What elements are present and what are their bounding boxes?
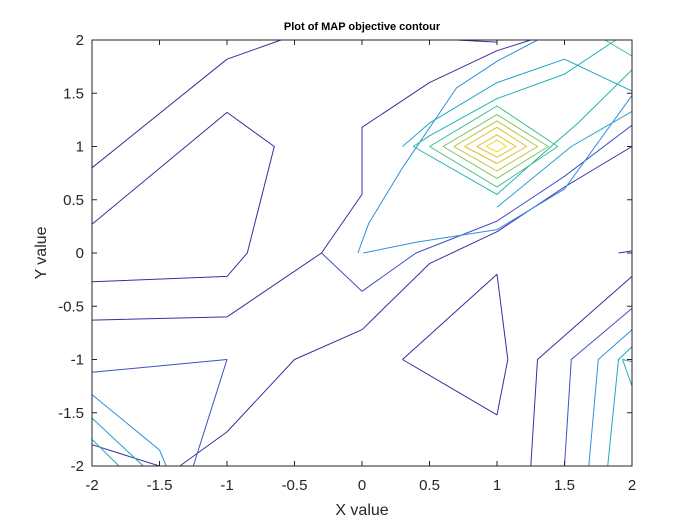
contour-line-15 bbox=[363, 95, 633, 254]
contour-line-6 bbox=[179, 146, 633, 467]
contour-line-19 bbox=[402, 58, 633, 147]
x-tick-label: -2 bbox=[85, 477, 98, 494]
contour-line-25 bbox=[429, 105, 559, 188]
y-tick-label: 0.5 bbox=[63, 192, 84, 209]
y-tick-label: -2 bbox=[71, 458, 84, 475]
x-tick-label: 1 bbox=[493, 477, 501, 494]
y-axis-label: Y value bbox=[33, 226, 50, 279]
contour-line-9 bbox=[402, 273, 509, 416]
contour-line-22 bbox=[622, 359, 633, 387]
contour-line-28 bbox=[453, 120, 538, 172]
y-tick-label: 0 bbox=[76, 245, 84, 262]
contour-line-30 bbox=[476, 134, 517, 158]
contour-line-2 bbox=[91, 111, 275, 283]
contour-line-16 bbox=[588, 329, 633, 467]
x-axis-label: X value bbox=[335, 502, 388, 519]
contour-line-31 bbox=[485, 139, 507, 153]
contour-line-27 bbox=[442, 114, 549, 179]
axis-ticks bbox=[91, 39, 633, 467]
x-tick-label: 1.5 bbox=[554, 477, 575, 494]
x-tick-label: 2 bbox=[628, 477, 636, 494]
contour-line-24 bbox=[413, 69, 633, 195]
contour-line-14 bbox=[357, 39, 538, 254]
contour-line-4 bbox=[91, 39, 531, 321]
contour-lines bbox=[91, 39, 633, 467]
contour-line-13 bbox=[91, 394, 167, 467]
x-tick-label: -0.5 bbox=[282, 477, 308, 494]
y-tick-labels: 2 1.5 1 0.5 0 -0.5 -1 -1.5 -2 bbox=[58, 32, 84, 475]
contour-line-29 bbox=[464, 126, 528, 164]
y-tick-label: 2 bbox=[76, 32, 84, 49]
contour-line-17 bbox=[91, 417, 144, 467]
contour-line-11 bbox=[564, 308, 633, 467]
x-tick-labels: -2 -1.5 -1 -0.5 0 0.5 1 1.5 2 bbox=[85, 477, 636, 494]
contour-line-20 bbox=[496, 110, 633, 208]
y-tick-label: 1.5 bbox=[63, 85, 84, 102]
contour-line-5 bbox=[91, 444, 160, 467]
contour-line-1 bbox=[91, 39, 282, 169]
chart-title: Plot of MAP objective contour bbox=[284, 21, 441, 33]
x-tick-label: 0.5 bbox=[419, 477, 440, 494]
contour-line-7 bbox=[530, 276, 633, 467]
y-tick-label: -1 bbox=[71, 352, 84, 369]
y-tick-label: 1 bbox=[76, 139, 84, 156]
x-tick-label: 0 bbox=[358, 477, 366, 494]
contour-line-12 bbox=[321, 124, 633, 292]
contour-line-18 bbox=[607, 346, 633, 467]
y-tick-label: -0.5 bbox=[58, 298, 84, 315]
x-tick-label: -1 bbox=[220, 477, 233, 494]
contour-line-26 bbox=[604, 39, 633, 57]
y-tick-label: -1.5 bbox=[58, 405, 84, 422]
contour-line-21 bbox=[91, 439, 120, 467]
contour-line-8 bbox=[618, 250, 633, 254]
contour-line-23 bbox=[413, 39, 617, 147]
contour-line-10 bbox=[91, 359, 228, 467]
x-tick-label: -1.5 bbox=[147, 477, 173, 494]
